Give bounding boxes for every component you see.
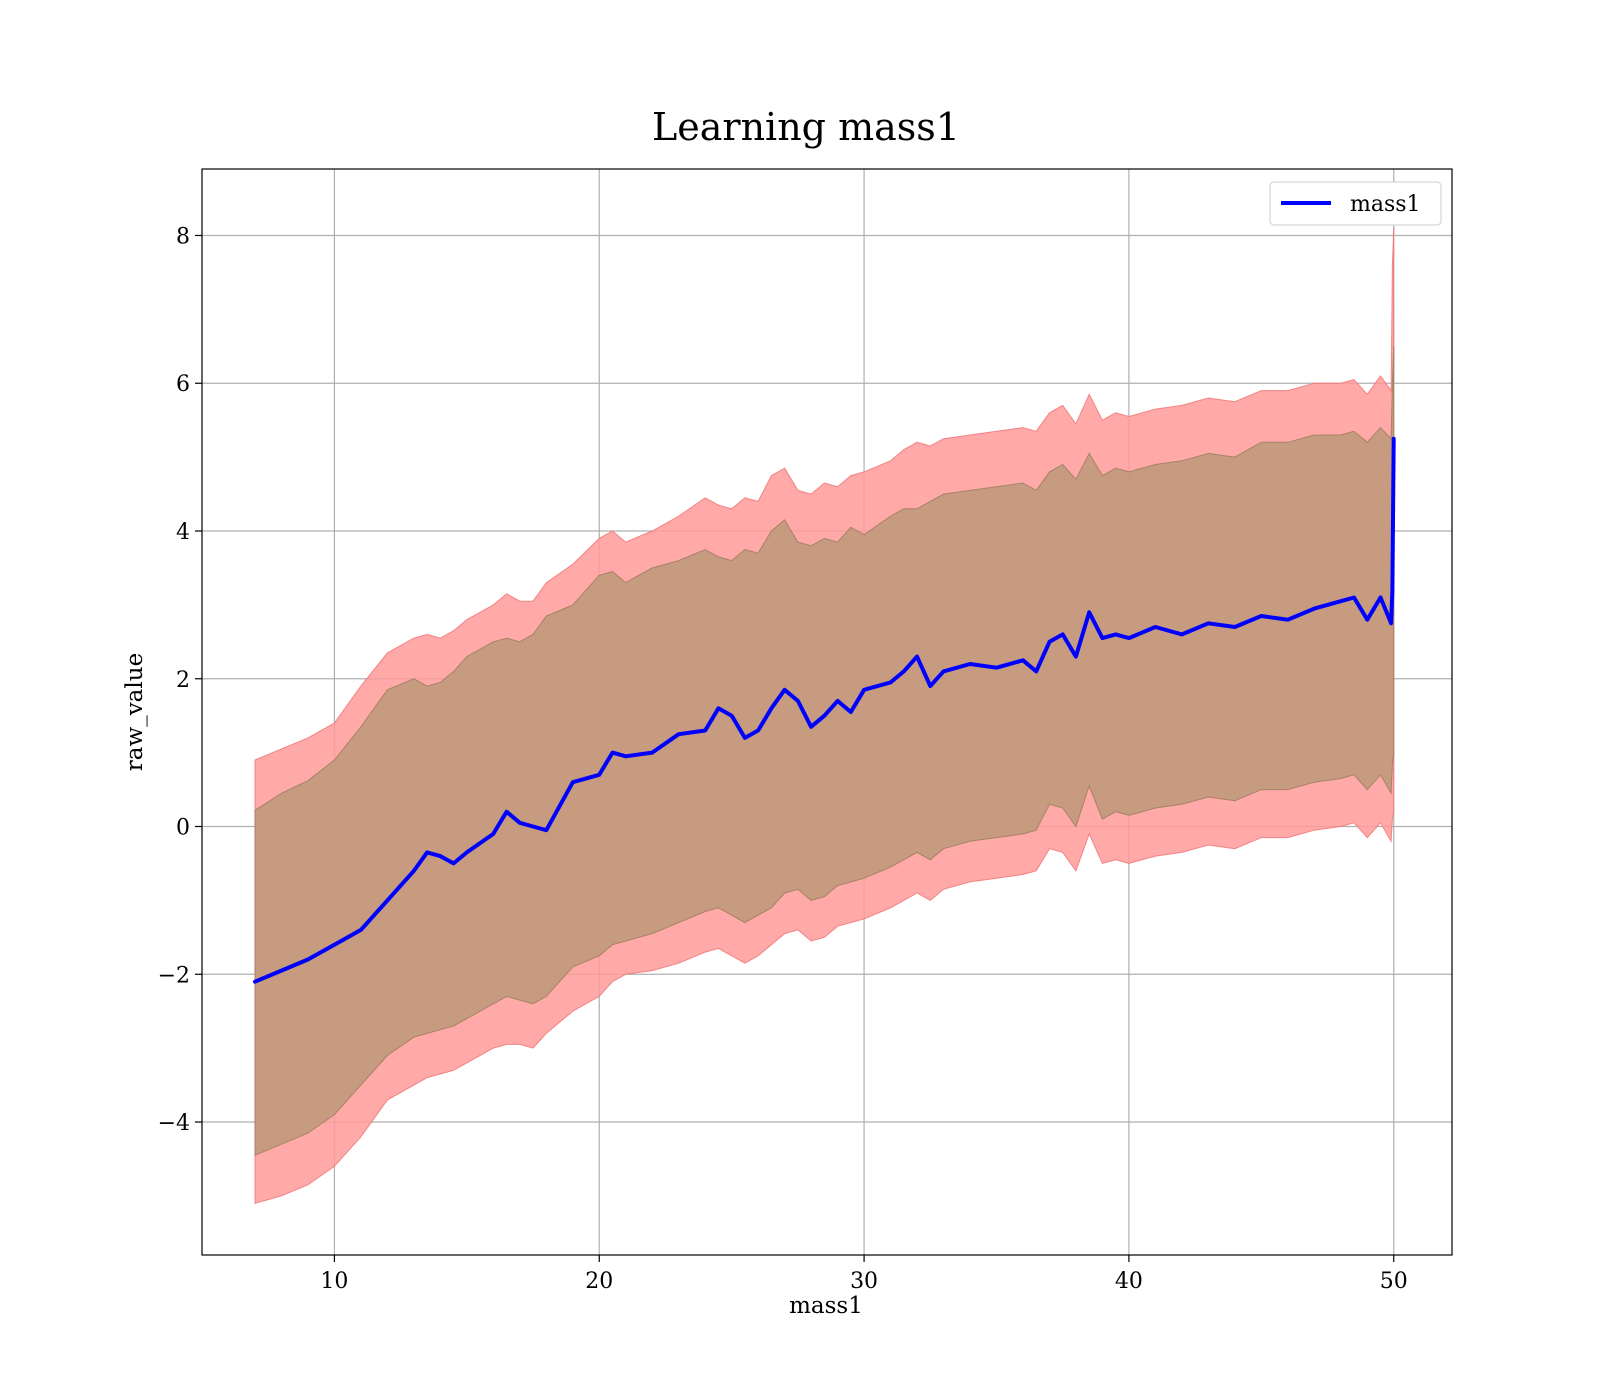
y-tick-label: 2 — [176, 668, 190, 693]
legend-label-mass1: mass1 — [1350, 192, 1421, 217]
series-line-layer — [253, 436, 1396, 984]
series-line-mass1 — [253, 436, 1396, 984]
y-tick-label: 0 — [176, 816, 190, 841]
tick-layer: 10 20 30 40 50 −4 −2 0 2 4 6 8 — [158, 224, 1408, 1294]
x-tick-label: 30 — [850, 1269, 878, 1294]
x-tick-label: 10 — [320, 1269, 348, 1294]
y-tick-label: 8 — [176, 224, 190, 249]
x-tick-label: 20 — [585, 1269, 613, 1294]
x-tick-label: 40 — [1115, 1269, 1143, 1294]
y-tick-label: 4 — [176, 520, 190, 545]
y-tick-label: −2 — [158, 963, 190, 988]
y-tick-label: 6 — [176, 372, 190, 397]
x-tick-label: 50 — [1380, 1269, 1408, 1294]
legend: mass1 — [1269, 181, 1442, 226]
plot-frame — [201, 168, 1453, 1256]
chart-title: Learning mass1 — [652, 105, 960, 149]
inner-confidence-band — [254, 346, 1395, 1157]
y-axis-label: raw_value — [122, 653, 148, 771]
x-axis-label: mass1 — [789, 1293, 863, 1319]
legend-box — [1269, 181, 1442, 226]
y-tick-label: −4 — [158, 1111, 190, 1136]
